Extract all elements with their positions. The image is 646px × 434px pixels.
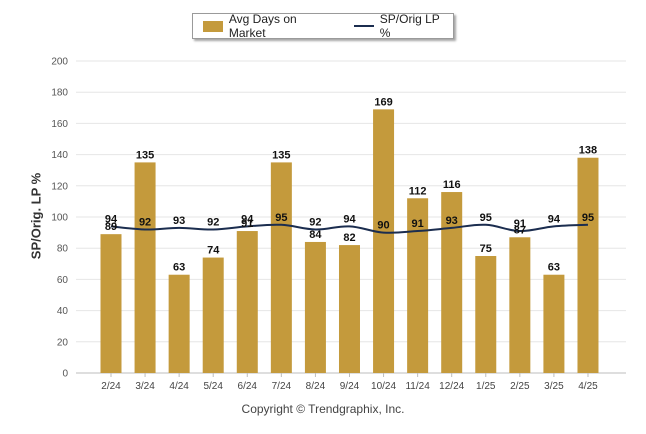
x-tick-label: 1/25	[476, 381, 496, 392]
bar-data-label: 89	[105, 221, 117, 233]
bar-data-label: 91	[241, 218, 253, 230]
x-tick-label: 7/24	[272, 381, 292, 392]
y-axis-label: SP/Orig. LP %	[28, 172, 44, 260]
bar-data-label: 82	[343, 232, 355, 244]
x-tick-label: 11/24	[405, 381, 430, 392]
bar	[509, 237, 531, 373]
bar-data-label: 138	[579, 145, 597, 157]
bar-data-label: 87	[514, 224, 526, 236]
bar	[543, 274, 565, 373]
x-tick-label: 2/25	[510, 381, 530, 392]
line-data-label: 91	[412, 218, 424, 230]
bar	[338, 245, 360, 373]
x-tick-label: 12/24	[439, 381, 464, 392]
legend-line-label: SP/Orig LP %	[379, 12, 440, 40]
bar-data-label: 112	[409, 185, 427, 197]
line-data-label: 93	[446, 215, 458, 227]
bar	[270, 162, 292, 373]
x-tick-label: 3/25	[544, 381, 564, 392]
line-data-label: 93	[173, 215, 185, 227]
bar	[577, 157, 599, 373]
legend-item-line[interactable]: SP/Orig LP %	[346, 12, 453, 40]
bar-data-label: 63	[173, 262, 185, 274]
bar	[373, 109, 395, 374]
line-data-label: 92	[139, 216, 151, 228]
bar	[202, 257, 224, 373]
legend-item-bar[interactable]: Avg Days on Market	[203, 12, 336, 40]
legend-line-swatch	[353, 25, 374, 27]
y-tick-label: 60	[57, 275, 69, 286]
line-data-label: 94	[548, 213, 561, 225]
bar	[236, 231, 258, 373]
y-tick-label: 200	[51, 57, 68, 68]
bar	[134, 162, 156, 373]
legend-bar-label: Avg Days on Market	[228, 12, 297, 40]
x-tick-label: 5/24	[203, 381, 223, 392]
bar-data-label: 135	[136, 149, 154, 161]
y-tick-label: 180	[51, 88, 68, 99]
x-tick-label: 9/24	[340, 381, 360, 392]
line-data-label: 95	[480, 212, 492, 224]
bar-data-label: 74	[207, 245, 220, 257]
y-tick-label: 0	[62, 369, 68, 380]
line-data-label: 95	[582, 212, 594, 224]
line-data-label: 90	[377, 220, 389, 232]
line-data-label: 92	[207, 216, 219, 228]
bar-data-label: 116	[443, 179, 461, 191]
series-line	[110, 223, 589, 234]
bar-data-label: 63	[548, 262, 560, 274]
x-tick-label: 8/24	[306, 381, 326, 392]
bar-data-label: 84	[309, 229, 322, 241]
x-tick-label: 6/24	[238, 381, 258, 392]
x-tick-label: 4/24	[169, 381, 189, 392]
line-data-label: 95	[275, 212, 287, 224]
line-data-label: 92	[309, 216, 321, 228]
y-tick-label: 120	[51, 181, 68, 192]
y-tick-label: 140	[51, 150, 68, 161]
bar	[304, 241, 326, 373]
x-tick-label: 2/24	[101, 381, 121, 392]
y-tick-label: 20	[57, 337, 69, 348]
bar	[441, 192, 463, 373]
line-data-label: 91	[514, 218, 526, 230]
legend: Avg Days on Market SP/Orig LP %	[192, 12, 454, 40]
y-tick-label: 40	[57, 306, 69, 317]
y-tick-label: 100	[51, 213, 68, 224]
bar-data-label: 75	[480, 243, 492, 255]
copyright-text: Copyright © Trendgraphix, Inc.	[241, 402, 405, 416]
x-tick-label: 4/25	[578, 381, 598, 392]
bar	[168, 274, 190, 373]
y-tick-label: 80	[57, 244, 69, 255]
x-tick-label: 3/24	[135, 381, 155, 392]
bar	[407, 198, 429, 373]
legend-bar-swatch	[203, 20, 223, 32]
line-data-label: 94	[105, 213, 118, 225]
line-data-label: 94	[241, 213, 254, 225]
x-tick-label: 10/24	[371, 381, 396, 392]
bar-data-label: 169	[374, 96, 392, 108]
bar	[100, 234, 122, 373]
y-tick-label: 160	[51, 119, 68, 130]
line-data-label: 94	[343, 213, 356, 225]
bar	[475, 256, 497, 373]
bar-data-label: 135	[272, 149, 290, 161]
